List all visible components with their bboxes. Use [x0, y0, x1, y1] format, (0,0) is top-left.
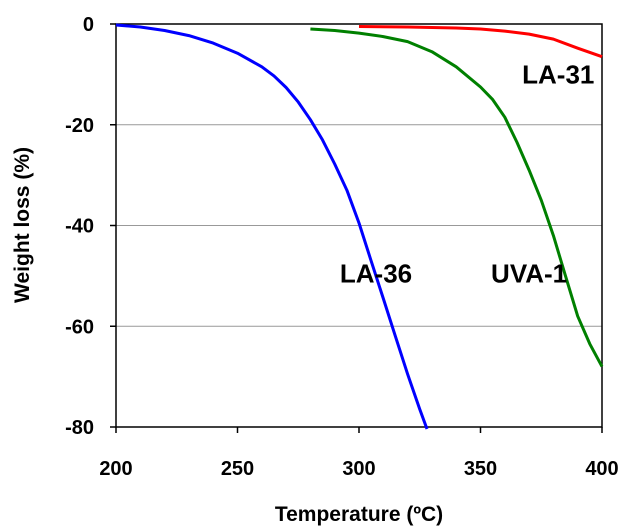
series-label-la-36: LA-36 [340, 258, 412, 288]
series-lines [115, 23, 604, 430]
y-tick-label-4: -80 [65, 417, 94, 439]
series-label-uva-1: UVA-1 [491, 258, 567, 288]
x-tick-label-4: 400 [585, 458, 618, 480]
x-tick-label-1: 250 [221, 458, 254, 480]
y-tick-label-0: 0 [83, 14, 94, 36]
series-labels: LA-36 UVA-1 LA-31 [340, 59, 595, 288]
series-line-la-36 [115, 23, 429, 430]
y-tick-label-2: -40 [65, 216, 94, 238]
series-line-la-31 [358, 25, 603, 59]
y-tick-label-3: -60 [65, 316, 94, 338]
x-axis-title: Temperature (ºC) [275, 503, 443, 526]
x-tick-label-3: 350 [464, 458, 497, 480]
y-axis-title: Weight loss (%) [11, 147, 34, 303]
x-tick-label-0: 200 [99, 458, 132, 480]
series-line-uva-1 [310, 27, 604, 368]
x-tick-label-2: 300 [342, 458, 375, 480]
series-label-la-31: LA-31 [522, 59, 594, 89]
y-tick-label-1: -20 [65, 115, 94, 137]
